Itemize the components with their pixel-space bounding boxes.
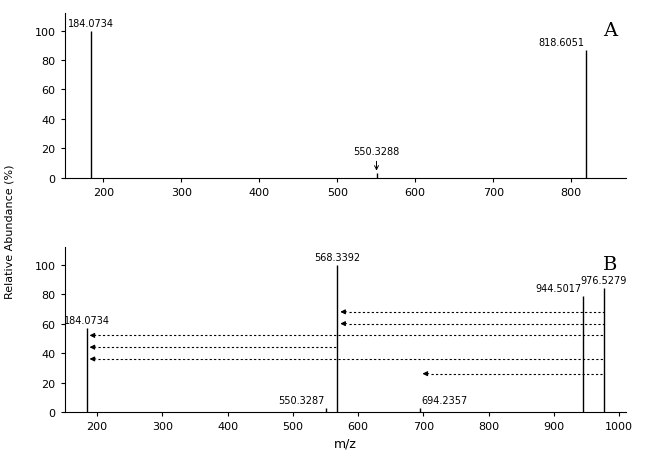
Text: A: A — [603, 22, 617, 40]
Text: 568.3392: 568.3392 — [314, 252, 361, 262]
Text: 550.3287: 550.3287 — [278, 395, 324, 405]
Text: 184.0734: 184.0734 — [64, 315, 110, 325]
X-axis label: m/z: m/z — [333, 437, 357, 450]
Text: 818.6051: 818.6051 — [538, 38, 584, 48]
Text: 694.2357: 694.2357 — [421, 395, 467, 405]
Text: 550.3288: 550.3288 — [353, 146, 400, 170]
Text: B: B — [603, 256, 617, 274]
Text: 184.0734: 184.0734 — [68, 19, 114, 29]
Text: 944.5017: 944.5017 — [535, 283, 582, 293]
Text: Relative Abundance (%): Relative Abundance (%) — [5, 164, 15, 299]
Text: 976.5279: 976.5279 — [580, 276, 627, 286]
